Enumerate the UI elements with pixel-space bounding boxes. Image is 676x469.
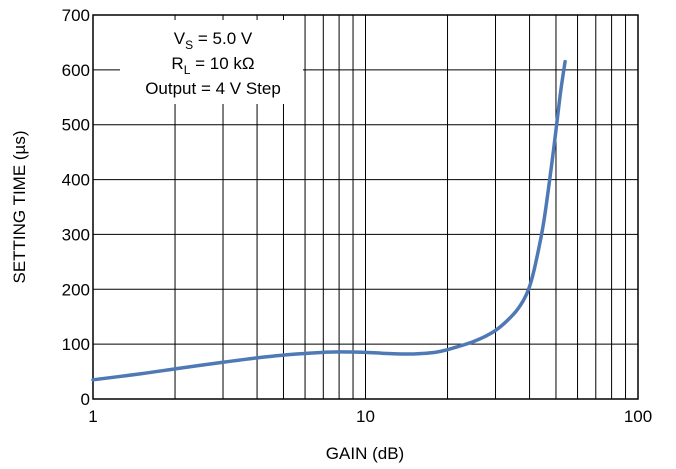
y-tick-label: 0	[81, 390, 90, 409]
y-tick-label: 500	[62, 116, 90, 135]
annotation-background	[120, 20, 303, 104]
y-tick-label: 300	[62, 225, 90, 244]
rl-main: R	[171, 54, 183, 73]
x-tick-label: 10	[356, 407, 375, 426]
conditions-annotation: VS = 5.0 V RL = 10 kΩ Output = 4 V Step	[120, 20, 303, 104]
y-tick-label: 700	[62, 6, 90, 25]
x-tick-label: 1	[88, 407, 97, 426]
vs-main: V	[174, 29, 186, 48]
x-tick-labels: 1 10 100	[88, 407, 652, 426]
y-tick-label: 600	[62, 61, 90, 80]
settling-time-curve	[91, 59, 567, 382]
annotation-vs: VS = 5.0 V	[174, 29, 253, 52]
x-axis-label: GAIN (dB)	[326, 444, 404, 463]
y-tick-label: 400	[62, 171, 90, 190]
y-tick-label: 200	[62, 280, 90, 299]
y-tick-labels: 0 100 200 300 400 500 600 700	[62, 6, 90, 409]
annotation-rl: RL = 10 kΩ	[171, 54, 254, 77]
grid	[93, 15, 638, 399]
y-tick-label: 100	[62, 335, 90, 354]
y-axis-label: SETTING TIME (µs)	[10, 130, 29, 283]
plot-frame	[92, 14, 639, 400]
vs-sub: S	[185, 38, 193, 52]
annotation-output: Output = 4 V Step	[145, 79, 281, 98]
vs-rest: = 5.0 V	[193, 29, 253, 48]
rl-sub: L	[184, 63, 191, 77]
rl-rest: = 10 kΩ	[190, 54, 254, 73]
x-tick-label: 100	[624, 407, 652, 426]
